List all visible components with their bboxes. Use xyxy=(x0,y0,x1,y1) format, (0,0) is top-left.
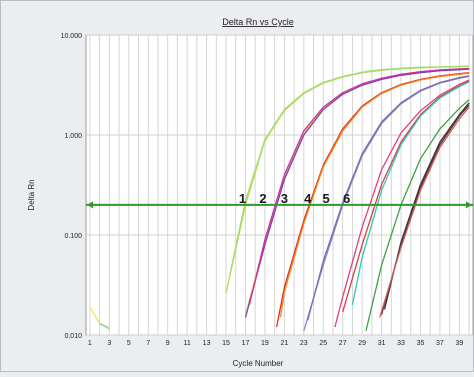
x-axis-label: Cycle Number xyxy=(233,359,284,368)
series-line-2 xyxy=(99,323,110,330)
chart-title: Delta Rn vs Cycle xyxy=(222,17,294,27)
threshold-label-6: 6 xyxy=(343,191,350,206)
threshold-left-arrow-icon[interactable] xyxy=(87,201,93,209)
threshold-label-1: 1 xyxy=(239,191,246,206)
plot-area xyxy=(85,34,474,336)
x-tick-label: 31 xyxy=(378,340,386,347)
x-tick-label: 11 xyxy=(183,340,190,347)
x-tick-label: 15 xyxy=(222,340,230,347)
series-line-15 xyxy=(365,99,470,332)
x-tick-label: 37 xyxy=(436,340,444,347)
y-tick-label: 0.100 xyxy=(64,233,82,240)
threshold-label-3: 3 xyxy=(281,191,288,206)
x-tick-label: 13 xyxy=(203,340,211,347)
x-tick-label: 17 xyxy=(242,340,250,347)
series-line-6 xyxy=(244,68,470,318)
x-tick-label: 9 xyxy=(166,340,170,347)
x-tick-label: 1 xyxy=(88,340,92,347)
x-tick-label: 23 xyxy=(300,340,308,347)
x-tick-label: 35 xyxy=(417,340,425,347)
y-tick-label: 10.000 xyxy=(61,33,83,40)
y-axis-ticks: 10.000 1.000 0.100 0.010 xyxy=(61,33,83,340)
series-line-14 xyxy=(351,81,470,306)
x-tick-label: 5 xyxy=(127,340,131,347)
x-axis-ticks: 1 3 5 7 9 11 13 15 17 19 21 23 25 27 29 31 33 35 37 39 xyxy=(88,340,463,347)
threshold-line[interactable] xyxy=(86,201,473,209)
series-line-18 xyxy=(379,106,470,318)
x-tick-label: 7 xyxy=(146,340,150,347)
threshold-label-5: 5 xyxy=(323,191,330,206)
x-tick-label: 25 xyxy=(319,340,327,347)
series-line-9 xyxy=(279,72,470,318)
y-tick-label: 1.000 xyxy=(64,133,82,140)
series-line-11 xyxy=(307,75,470,321)
y-tick-label: 0.010 xyxy=(64,333,82,340)
series-line-17 xyxy=(383,102,470,310)
x-tick-label: 33 xyxy=(397,340,405,347)
threshold-label-4: 4 xyxy=(304,191,312,206)
threshold-label-2: 2 xyxy=(259,191,266,206)
x-tick-label: 19 xyxy=(261,340,269,347)
x-tick-label: 29 xyxy=(358,340,366,347)
threshold-right-arrow-icon[interactable] xyxy=(466,201,472,209)
x-tick-label: 21 xyxy=(280,340,288,347)
series-line-12 xyxy=(334,79,470,328)
x-tick-label: 27 xyxy=(339,340,347,347)
series-line-7 xyxy=(248,67,470,306)
series-line-4 xyxy=(229,65,470,275)
series-lines xyxy=(89,65,470,332)
y-axis-label: Delta Rn xyxy=(27,179,36,210)
x-tick-label: 3 xyxy=(107,340,111,347)
x-tick-label: 39 xyxy=(455,340,463,347)
